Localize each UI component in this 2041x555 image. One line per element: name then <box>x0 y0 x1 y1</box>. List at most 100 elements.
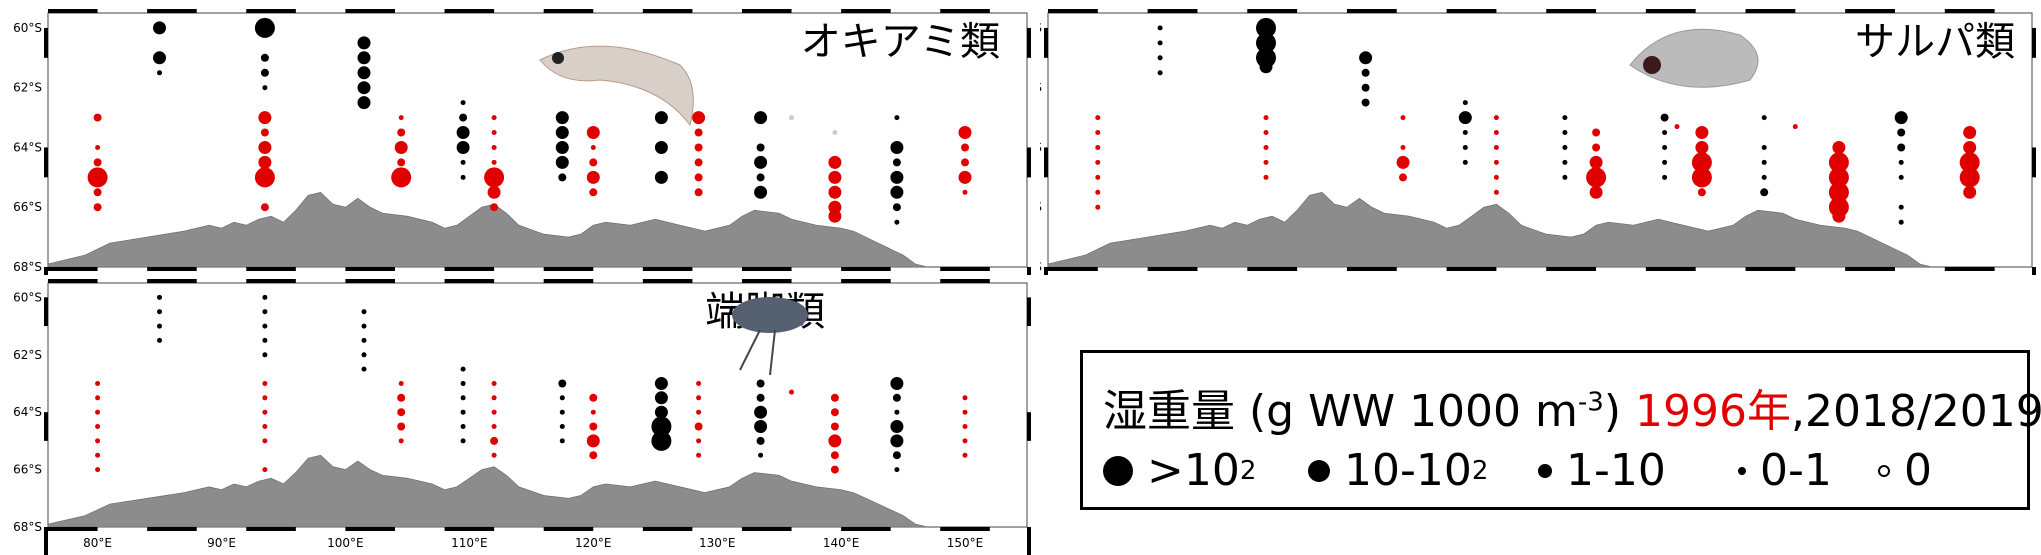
station-dot <box>491 409 497 415</box>
station-dot <box>696 395 702 401</box>
station-dot <box>651 416 672 437</box>
station-dot <box>890 185 904 199</box>
station-dot <box>754 185 768 199</box>
border-tick <box>543 527 594 531</box>
lat-tick-label: 64°S <box>13 405 42 419</box>
station-dot <box>87 167 108 188</box>
border-tick <box>48 527 98 531</box>
station-dot <box>830 451 839 460</box>
legend-year-1996: 1996年 <box>1635 386 1791 437</box>
station-dot <box>456 141 470 154</box>
station-dot <box>894 467 900 473</box>
border-tick <box>1745 9 1796 13</box>
station-dot <box>157 309 162 315</box>
station-dot <box>460 366 466 372</box>
station-dot <box>894 219 900 225</box>
station-dot <box>1674 124 1680 130</box>
station-dot <box>1963 141 1977 154</box>
station-dot <box>696 381 702 386</box>
border-tick <box>444 279 495 283</box>
station-dot <box>754 155 768 169</box>
border-tick <box>444 527 495 531</box>
station-dot <box>262 352 268 358</box>
border-tick <box>1346 267 1397 271</box>
station-dot <box>696 438 702 444</box>
station-dot <box>828 185 842 199</box>
station-dot <box>756 143 765 152</box>
legend-label-medium-exp: 2 <box>1471 455 1489 486</box>
station-dot <box>1898 159 1904 165</box>
station-dot <box>1157 25 1163 31</box>
legend-title: 湿重量 (g WW 1000 m-3) 1996年,2018/2019年 <box>1103 375 2041 439</box>
station-dot <box>1562 174 1568 180</box>
station-dot <box>398 381 404 386</box>
map-frame <box>47 12 1028 268</box>
station-dot <box>589 158 598 167</box>
legend-title-exp: -3 <box>1577 387 1604 418</box>
station-dot <box>894 115 900 121</box>
border-tick <box>1027 147 1031 178</box>
station-dot <box>590 145 596 150</box>
station-dot <box>1157 55 1163 61</box>
border-tick <box>345 9 395 13</box>
station-dot <box>789 115 794 121</box>
station-dot <box>361 337 367 343</box>
station-dot <box>397 158 406 167</box>
legend-item-medium: 10-10 2 <box>1308 445 1488 496</box>
station-dot <box>1761 145 1767 150</box>
legend-item-large: >10 2 <box>1103 445 1256 496</box>
station-dot <box>95 438 101 444</box>
border-tick <box>44 267 48 275</box>
border-tick <box>246 279 296 283</box>
station-dot <box>460 424 466 429</box>
legend-dot-tiny-icon <box>1738 466 1746 475</box>
station-dot <box>1359 51 1373 65</box>
station-dot <box>93 188 102 197</box>
station-dot <box>260 203 269 212</box>
station-dot <box>958 126 972 139</box>
station-dot <box>1963 126 1977 139</box>
station-dot <box>558 379 567 388</box>
station-dot <box>1493 130 1499 135</box>
border-tick <box>246 267 296 271</box>
station-dot <box>394 141 408 154</box>
border-tick <box>741 527 792 531</box>
lon-tick-label: 110°E <box>451 536 488 550</box>
station-dot <box>1586 167 1607 188</box>
station-dot <box>157 70 162 76</box>
station-dot <box>93 203 102 212</box>
border-tick <box>44 27 48 58</box>
lat-tick-label: 68°S <box>13 260 42 274</box>
station-dot <box>586 170 600 184</box>
station-dot <box>1095 174 1101 180</box>
station-dot <box>589 188 598 197</box>
lat-tick-label: 60°S <box>1040 21 1042 35</box>
border-tick <box>940 527 990 531</box>
station-dot <box>1256 32 1276 53</box>
station-dot <box>1361 83 1370 92</box>
station-dot <box>754 405 768 419</box>
station-dot <box>397 393 406 402</box>
border-tick <box>1027 267 1031 275</box>
station-dot <box>397 422 406 431</box>
station-dot <box>491 159 497 165</box>
station-dot <box>1400 145 1406 150</box>
station-dot <box>1963 185 1977 199</box>
station-dot <box>491 130 497 135</box>
station-dot <box>756 436 765 445</box>
station-dot <box>589 451 598 460</box>
station-dot <box>1493 145 1499 150</box>
krill-illustration-icon <box>539 45 694 127</box>
station-dot <box>95 409 101 415</box>
station-dot <box>962 189 968 195</box>
station-dot <box>490 436 499 445</box>
station-dot <box>754 111 768 125</box>
border-tick <box>246 9 296 13</box>
border-tick <box>543 9 594 13</box>
station-dot <box>95 424 101 429</box>
border-tick <box>1446 9 1497 13</box>
station-dot <box>95 395 101 401</box>
station-dot <box>1959 167 1980 188</box>
station-dot <box>694 188 703 197</box>
border-tick <box>444 9 495 13</box>
